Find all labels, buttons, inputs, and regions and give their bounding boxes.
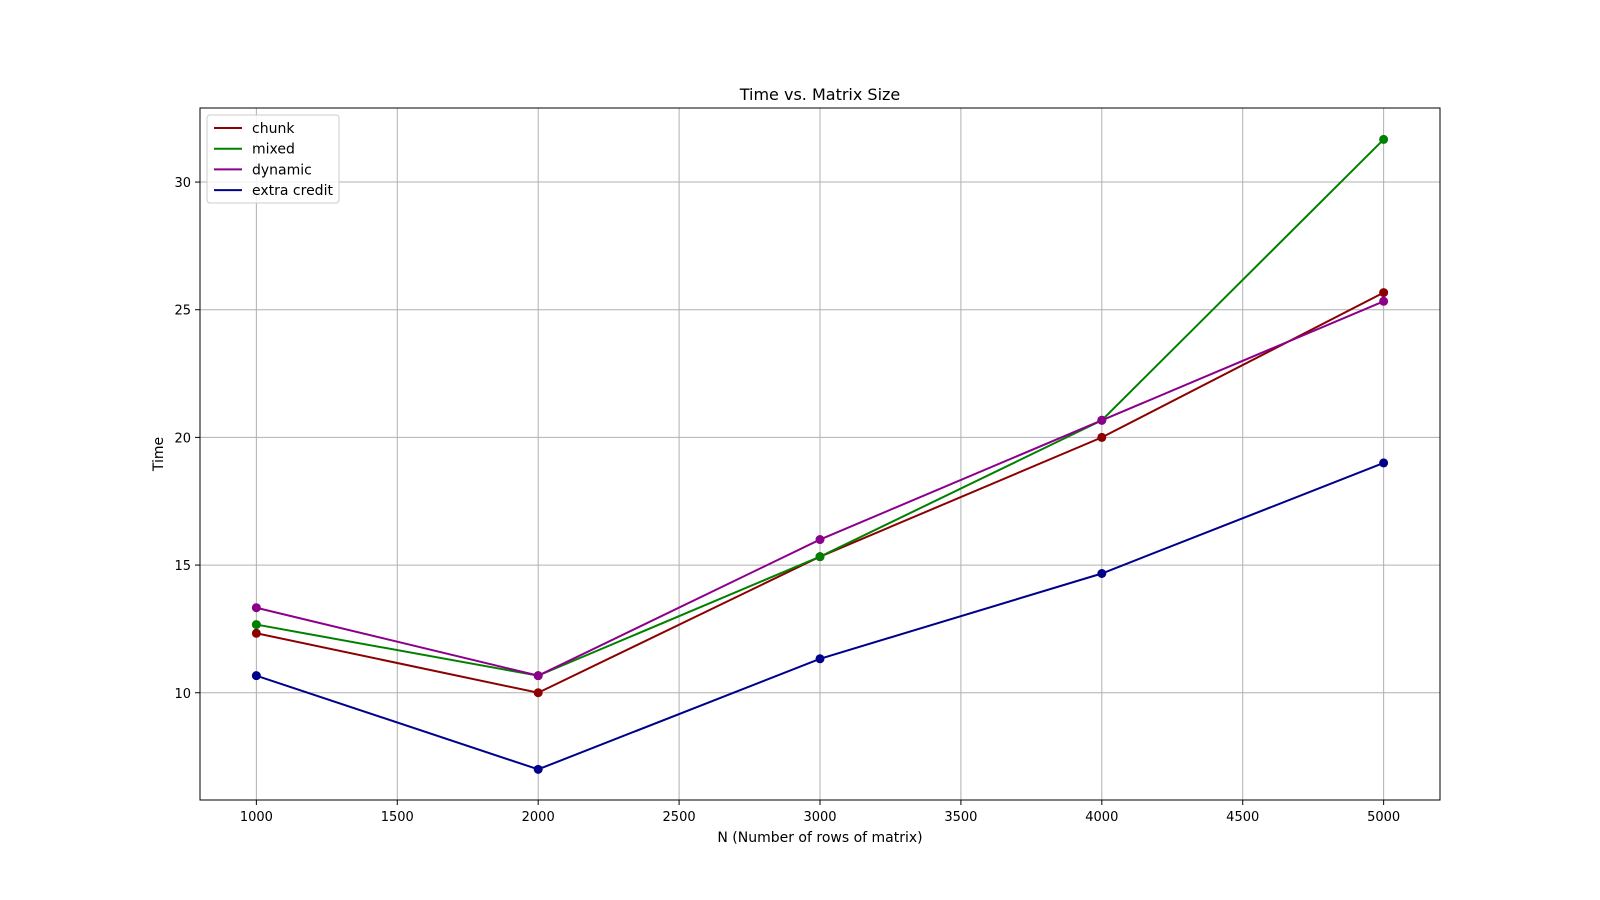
data-point-extra-credit [533, 764, 543, 774]
data-point-chunk [251, 628, 261, 638]
y-tick-label: 15 [174, 559, 191, 574]
x-tick-label: 4500 [1226, 810, 1259, 825]
series-extra-credit [251, 458, 1389, 774]
y-tick-label: 10 [174, 687, 191, 702]
data-point-dynamic [1379, 296, 1389, 306]
legend-label-extra-credit: extra credit [252, 183, 333, 199]
x-tick-label: 2000 [522, 810, 555, 825]
data-point-dynamic [1097, 415, 1107, 425]
chart-title: Time vs. Matrix Size [739, 85, 901, 104]
x-tick-label: 4000 [1085, 810, 1118, 825]
legend-label-mixed: mixed [252, 142, 295, 158]
x-axis-ticks: 1000 1500 2000 2500 3000 3500 4000 4500 5000 [240, 800, 1400, 825]
data-point-extra-credit [1379, 458, 1389, 468]
series-layer [251, 134, 1389, 774]
data-point-mixed [815, 552, 825, 562]
y-tick-label: 20 [174, 431, 191, 446]
data-point-chunk [1097, 432, 1107, 442]
legend-label-dynamic: dynamic [252, 162, 312, 178]
grid [200, 108, 1440, 800]
data-point-mixed [1379, 134, 1389, 144]
data-point-chunk [533, 688, 543, 698]
data-point-dynamic [815, 535, 825, 545]
series-dynamic [251, 296, 1389, 681]
data-point-extra-credit [1097, 569, 1107, 579]
x-tick-label: 5000 [1367, 810, 1400, 825]
y-tick-label: 25 [174, 304, 191, 319]
x-tick-label: 1500 [381, 810, 414, 825]
y-axis-label: Time [151, 437, 167, 472]
y-axis-ticks: 10 15 20 25 30 [174, 176, 200, 702]
legend-box [206, 114, 340, 204]
x-tick-label: 1000 [240, 810, 273, 825]
y-tick-label: 30 [174, 176, 191, 191]
data-point-extra-credit [251, 671, 261, 681]
x-tick-label: 2500 [663, 810, 696, 825]
data-point-dynamic [251, 603, 261, 613]
data-point-extra-credit [815, 654, 825, 664]
data-point-dynamic [533, 671, 543, 681]
legend-label-chunk: chunk [252, 121, 295, 137]
legend: chunk mixed dynamic extra credit [206, 114, 340, 204]
x-tick-label: 3500 [944, 810, 977, 825]
x-tick-label: 3000 [803, 810, 836, 825]
data-point-chunk [1379, 288, 1389, 298]
data-point-mixed [251, 620, 261, 630]
x-axis-label: N (Number of rows of matrix) [717, 830, 922, 846]
